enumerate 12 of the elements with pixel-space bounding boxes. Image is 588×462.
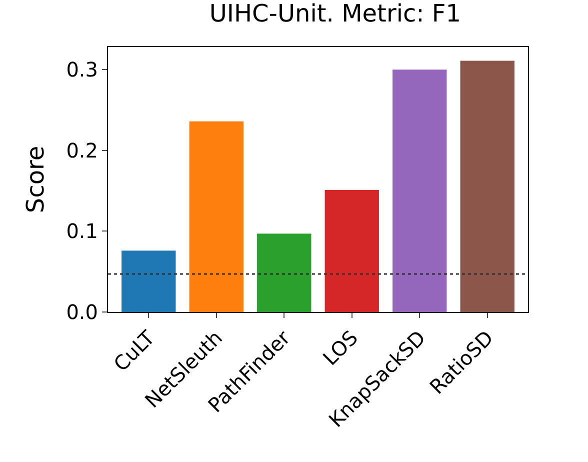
y-tick-label: 0.0 xyxy=(66,300,98,324)
bar xyxy=(324,190,379,312)
bar xyxy=(460,60,514,312)
bar xyxy=(122,250,176,312)
chart-title: UIHC-Unit. Metric: F1 xyxy=(209,0,461,28)
bar xyxy=(189,121,244,312)
y-tick-label: 0.1 xyxy=(66,219,98,244)
y-axis-title: Score xyxy=(21,146,50,214)
y-tick-label: 0.3 xyxy=(66,58,98,82)
bar xyxy=(257,234,312,312)
bar xyxy=(392,70,447,312)
y-tick-label: 0.2 xyxy=(66,138,98,162)
